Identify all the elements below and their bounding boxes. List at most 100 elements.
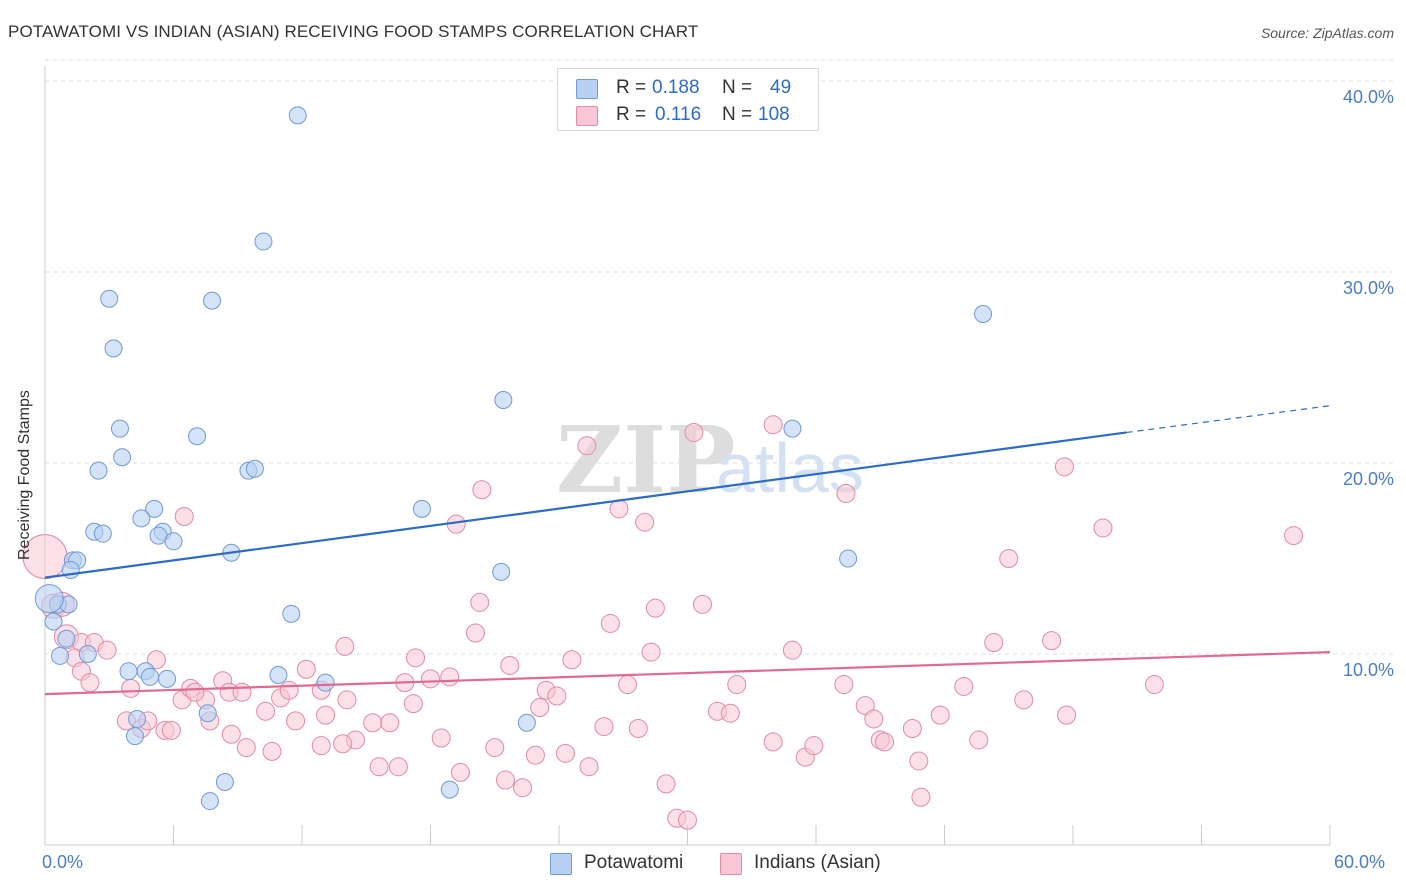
x-tick-label-max: 60.0%: [1334, 852, 1386, 872]
trend-line-potawatomi-extension: [1126, 405, 1331, 434]
y-axis-label: Receiving Food Stamps: [16, 390, 33, 560]
point-indians-asian: [727, 675, 747, 695]
point-potawatomi: [44, 612, 63, 631]
x-tick-label-min: 0.0%: [42, 852, 84, 872]
point-potawatomi: [145, 499, 164, 518]
point-indians-asian: [1057, 705, 1077, 725]
point-indians-asian: [470, 592, 490, 612]
point-indians-asian: [1054, 457, 1074, 477]
point-indians-asian: [909, 751, 929, 771]
point-indians-asian: [513, 778, 533, 798]
point-potawatomi: [164, 532, 183, 551]
point-indians-asian: [804, 736, 824, 756]
point-indians-asian: [855, 696, 875, 716]
point-indians-asian: [232, 682, 252, 702]
point-indians-asian: [875, 732, 895, 752]
point-potawatomi: [198, 704, 217, 723]
point-indians-asian: [97, 640, 117, 660]
y-tick-label-20: 20.0%: [1342, 469, 1394, 489]
y-tick-label-40: 40.0%: [1342, 87, 1394, 107]
point-indians-asian: [421, 669, 440, 689]
point-potawatomi: [316, 673, 335, 692]
point-potawatomi: [200, 792, 219, 811]
point-indians-asian: [335, 636, 355, 656]
point-indians-asian: [836, 484, 856, 504]
point-indians-asian: [678, 810, 697, 830]
point-indians-asian: [782, 640, 802, 660]
point-indians-asian: [628, 718, 648, 738]
point-potawatomi: [492, 562, 511, 581]
point-indians-asian: [174, 506, 194, 526]
point-indians-asian: [530, 697, 550, 717]
chart-source: Source: ZipAtlas.com: [1260, 25, 1394, 41]
point-indians-asian: [720, 703, 740, 723]
point-indians-asian: [763, 732, 783, 752]
point-potawatomi: [140, 667, 159, 686]
point-potawatomi: [132, 509, 151, 528]
point-indians-asian: [1042, 631, 1062, 651]
point-indians-asian: [579, 757, 599, 777]
point-indians-asian: [363, 713, 383, 733]
point-potawatomi: [110, 419, 129, 438]
point-indians-asian: [495, 770, 515, 790]
point-potawatomi: [494, 390, 513, 409]
legend-swatch-pink: [576, 106, 598, 126]
point-potawatomi: [282, 604, 301, 623]
n-value: 108: [758, 104, 790, 125]
point-potawatomi: [57, 629, 76, 648]
point-indians-asian: [236, 738, 256, 758]
point-potawatomi: [104, 339, 123, 358]
point-indians-asian: [656, 774, 676, 794]
point-indians-asian: [618, 675, 638, 695]
r-label: R =: [616, 104, 647, 125]
point-indians-asian: [337, 690, 357, 710]
point-potawatomi: [839, 549, 858, 568]
legend-swatch-pink: [720, 853, 742, 875]
trend-line-indians-asian: [44, 650, 1331, 696]
point-indians-asian: [311, 736, 331, 756]
point-potawatomi: [783, 419, 802, 438]
point-indians-asian: [547, 686, 567, 706]
point-potawatomi: [974, 305, 993, 324]
point-potawatomi: [149, 526, 168, 545]
point-indians-asian: [403, 694, 423, 714]
point-indians-asian: [692, 594, 712, 614]
point-indians-asian: [555, 743, 575, 763]
point-potawatomi: [119, 662, 138, 681]
point-indians-asian: [121, 678, 141, 698]
point-potawatomi: [158, 669, 177, 688]
n-label: N =: [722, 77, 753, 98]
point-indians-asian: [562, 650, 582, 670]
point-indians-asian: [465, 623, 485, 643]
point-indians-asian: [763, 415, 783, 435]
legend-label-indians: Indians (Asian): [754, 852, 881, 873]
point-indians-asian: [635, 512, 655, 532]
point-indians-asian: [380, 713, 400, 733]
point-indians-asian: [406, 648, 426, 668]
point-indians-asian: [594, 717, 614, 737]
point-potawatomi: [440, 780, 459, 799]
point-indians-asian: [450, 762, 470, 782]
point-indians-asian: [954, 676, 974, 696]
point-indians-asian: [279, 680, 299, 700]
point-indians-asian: [316, 705, 336, 725]
trend-line-potawatomi: [44, 431, 1127, 579]
point-potawatomi: [412, 499, 431, 518]
legend-swatch-blue: [576, 79, 598, 99]
point-potawatomi: [269, 666, 288, 685]
point-indians-asian: [1284, 526, 1304, 546]
point-indians-asian: [256, 701, 276, 721]
point-potawatomi: [245, 459, 264, 478]
point-indians-asian: [472, 480, 492, 500]
point-indians-asian: [161, 720, 181, 740]
point-potawatomi: [288, 106, 307, 125]
point-indians-asian: [296, 659, 316, 679]
stats-legend: R = 0.188 N = 49 R = 0.116 N = 108: [557, 68, 819, 131]
point-indians-asian: [262, 741, 282, 761]
point-potawatomi: [50, 646, 69, 665]
point-indians-asian: [1014, 690, 1034, 710]
point-indians-asian: [485, 738, 505, 758]
point-indians-asian: [431, 728, 451, 748]
point-indians-asian: [930, 705, 950, 725]
